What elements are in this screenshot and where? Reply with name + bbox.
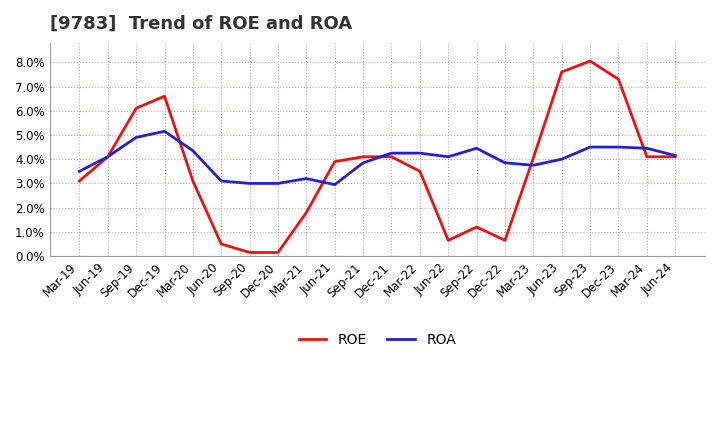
Line: ROE: ROE [79,61,675,253]
ROA [274,181,282,186]
ROE [472,224,481,230]
ROA [359,160,367,165]
ROE [415,169,424,174]
ROA [529,163,538,168]
ROA [387,150,396,156]
ROE [359,154,367,159]
ROA [557,157,566,162]
ROE [671,154,680,159]
ROA [189,148,197,154]
ROA [415,150,424,156]
ROA [132,135,140,140]
ROA [302,176,311,181]
ROA [671,153,680,158]
ROE [274,250,282,255]
ROA [75,169,84,174]
ROE [104,154,112,159]
ROE [614,77,623,82]
ROE [586,59,595,64]
ROA [642,146,651,151]
ROE [246,250,254,255]
ROA [586,144,595,150]
ROE [330,159,339,164]
ROE [75,178,84,183]
ROE [529,155,538,161]
ROA [104,154,112,159]
ROA [330,182,339,187]
ROA [472,146,481,151]
ROE [160,94,168,99]
ROA [217,178,225,183]
ROE [557,70,566,75]
ROE [189,178,197,183]
ROE [444,238,453,243]
ROE [642,154,651,159]
ROE [500,238,509,243]
ROE [132,106,140,111]
ROA [160,128,168,134]
ROE [302,210,311,215]
Legend: ROE, ROA: ROE, ROA [293,327,462,352]
ROA [246,181,254,186]
ROE [387,154,396,159]
ROA [444,154,453,159]
Line: ROA: ROA [79,131,675,185]
ROA [500,160,509,165]
ROA [614,144,623,150]
ROE [217,242,225,247]
Text: [9783]  Trend of ROE and ROA: [9783] Trend of ROE and ROA [50,15,352,33]
